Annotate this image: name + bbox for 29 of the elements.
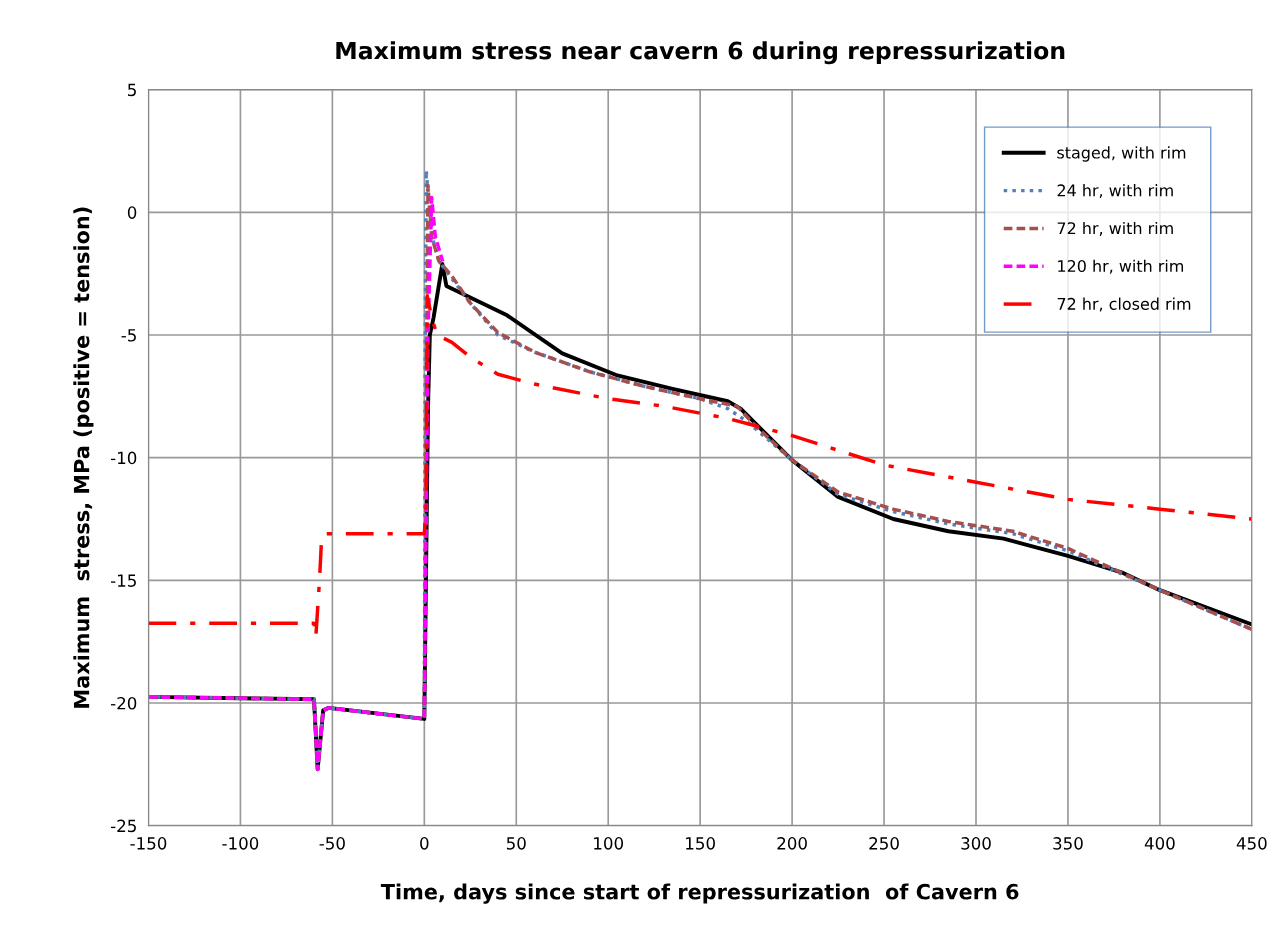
x-tick-label: 250 xyxy=(869,837,899,850)
line-series xyxy=(148,195,445,771)
y-tick-label: -25 xyxy=(110,819,136,833)
x-tick-label: 350 xyxy=(1053,837,1083,850)
x-axis-title: Time, days since start of repressurization of Cavern 6 xyxy=(380,883,1019,904)
y-tick-label: -20 xyxy=(110,696,137,710)
x-tick-label: -50 xyxy=(319,837,345,850)
x-tick-label: 100 xyxy=(594,837,624,850)
y-axis-title: Maximum stress, MPa (positive = tension) xyxy=(73,207,94,708)
legend-label: staged, with rim xyxy=(1057,146,1186,162)
x-tick-label: -100 xyxy=(222,837,259,850)
legend-label: 72 hr, with rim xyxy=(1057,221,1173,236)
x-tick-label: 400 xyxy=(1144,837,1175,850)
chart-title: Maximum stress near cavern 6 during repressurization xyxy=(336,41,1065,65)
x-tick-label: -150 xyxy=(130,837,167,850)
legend-label: 24 hr, with rim xyxy=(1057,184,1173,199)
y-tick-label: -5 xyxy=(121,329,136,342)
x-tick-label: 450 xyxy=(1236,837,1267,850)
x-tick-label: 0 xyxy=(420,837,429,850)
legend-label: 72 hr, closed rim xyxy=(1057,297,1191,312)
x-tick-label: 150 xyxy=(686,837,715,850)
x-tick-label: 50 xyxy=(506,837,526,850)
y-tick-label: 0 xyxy=(127,206,137,219)
y-tick-label: 5 xyxy=(128,83,136,97)
y-tick-label: -10 xyxy=(110,451,137,465)
legend-label: 120 hr, with rim xyxy=(1058,259,1183,274)
x-tick-label: 200 xyxy=(777,837,807,850)
x-tick-label: 300 xyxy=(961,837,991,850)
y-tick-label: -15 xyxy=(110,574,136,587)
